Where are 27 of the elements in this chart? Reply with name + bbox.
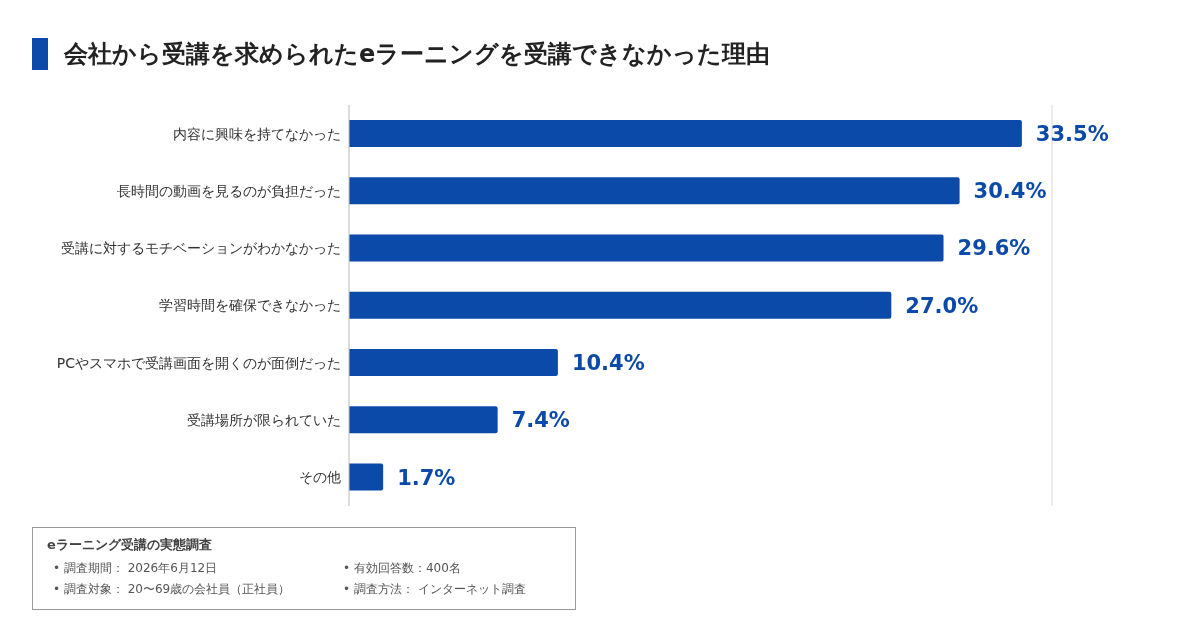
y-tick-label: 内容に興味を持てなかった — [173, 125, 341, 142]
chart-title: 会社から受講を求められたeラーニングを受講できなかった理由 — [64, 39, 771, 70]
text: • 有効回答数：400名 — [343, 560, 462, 577]
bar — [349, 234, 944, 262]
data-label: 10.4% — [571, 350, 645, 375]
y-tick-label: 長時間の動画を見るのが負担だった — [117, 182, 341, 199]
bar — [349, 406, 498, 434]
data-label: 29.6% — [957, 236, 1031, 261]
y-tick-label: PCやスマホで受講画面を開くのが面倒だった — [56, 354, 341, 371]
data-label: 7.4% — [511, 408, 570, 433]
y-tick-label: その他 — [299, 469, 341, 486]
bar — [349, 177, 960, 205]
data-label: 33.5% — [1035, 121, 1109, 146]
bar — [349, 463, 384, 491]
y-tick-label: 学習時間を確保できなかった — [159, 297, 341, 314]
data-label: 1.7% — [397, 465, 456, 490]
text: eラーニング受講の実態調査 — [47, 536, 213, 554]
bar — [349, 119, 1022, 147]
y-tick-label: 受講に対するモチベーションがわかなかった — [61, 240, 341, 257]
text: • 調査対象： 20〜69歳の会社員（正社員） — [53, 581, 292, 598]
y-tick-label: 受講場所が限られていた — [187, 412, 341, 429]
text: • 調査方法： インターネット調査 — [343, 581, 527, 598]
bar — [349, 291, 892, 319]
data-label: 27.0% — [905, 293, 979, 318]
data-label: 30.4% — [973, 179, 1047, 204]
text: • 調査期間： 2026年6月12日 — [53, 560, 219, 577]
bar — [349, 349, 558, 377]
